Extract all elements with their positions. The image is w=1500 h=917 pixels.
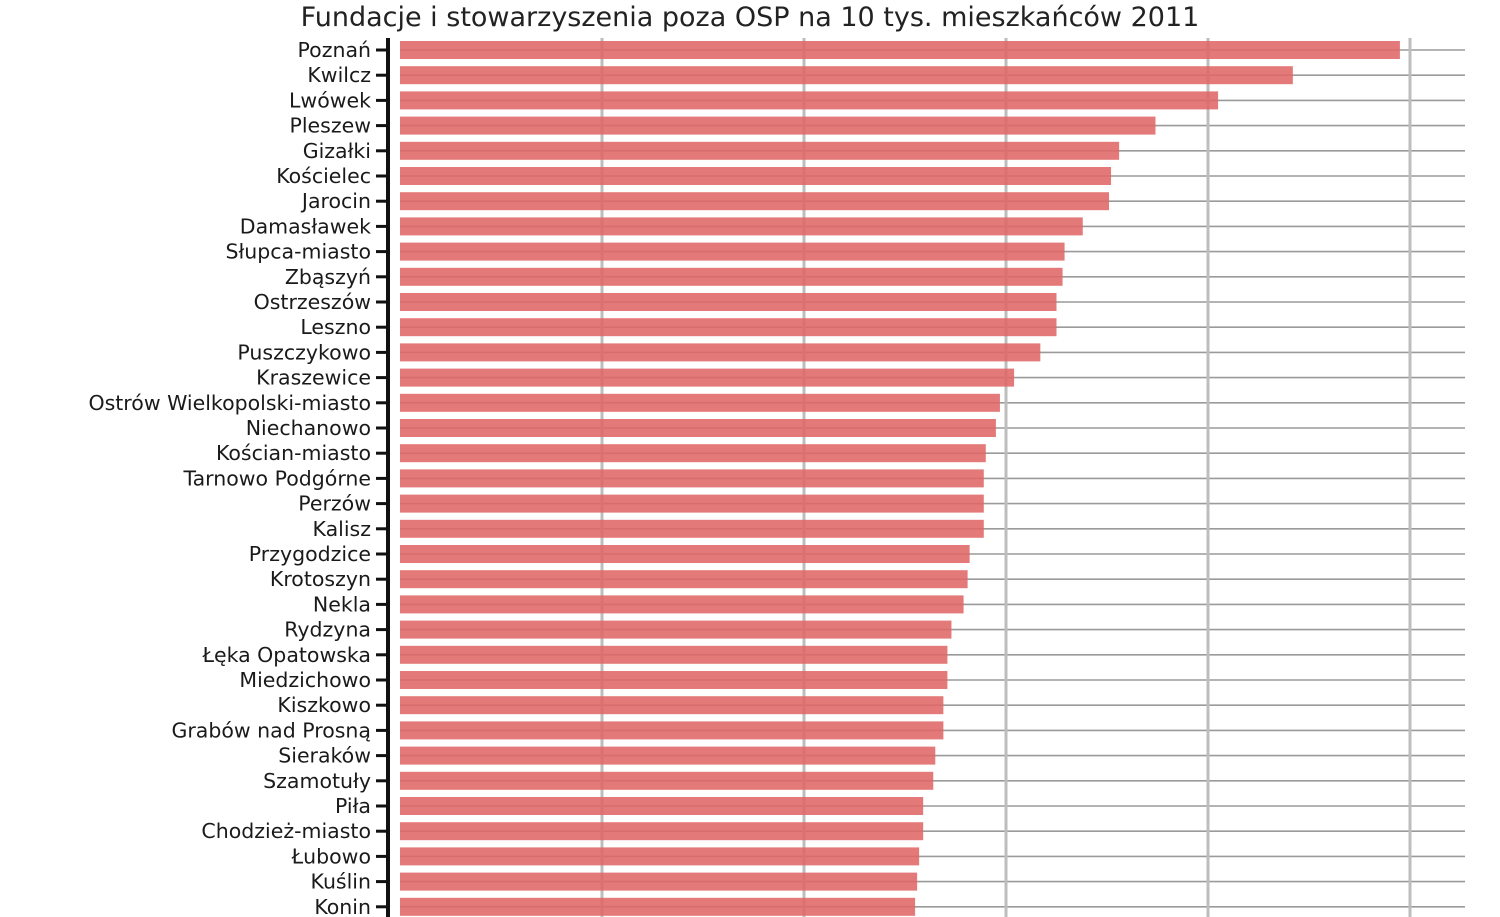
category-label: Chodzież-miasto: [201, 819, 371, 843]
category-label: Szamotuły: [263, 769, 371, 793]
bar: [400, 570, 968, 589]
category-label: Piła: [335, 794, 371, 818]
category-label: Ostrów Wielkopolski-miasto: [88, 391, 371, 415]
category-label: Konin: [314, 895, 371, 917]
bar: [400, 519, 984, 538]
category-label: Słupca-miasto: [225, 240, 371, 264]
bars: [400, 41, 1400, 916]
category-label: Pleszew: [290, 114, 372, 138]
category-label: Kiszkowo: [277, 693, 371, 717]
category-label: Ostrzeszów: [254, 290, 371, 314]
bar: [400, 897, 916, 916]
bar: [400, 696, 944, 715]
category-labels: PoznańKwilczLwówekPleszewGizałkiKościele…: [88, 38, 371, 917]
bar: [400, 494, 984, 513]
category-label: Łubowo: [291, 844, 371, 868]
category-label: Tarnowo Podgórne: [182, 466, 371, 490]
bar: [400, 620, 952, 639]
category-label: Perzów: [298, 492, 371, 516]
bar: [400, 645, 948, 664]
category-label: Rydzyna: [284, 618, 371, 642]
bar: [400, 872, 918, 891]
bar: [400, 444, 986, 463]
category-label: Leszno: [300, 315, 371, 339]
bar: [400, 141, 1120, 160]
bar: [400, 721, 944, 740]
bar: [400, 91, 1219, 110]
bar: [400, 167, 1112, 185]
category-label: Kwilcz: [307, 63, 371, 87]
category-label: Łęka Opatowska: [201, 643, 371, 667]
bar: [400, 318, 1057, 337]
bar: [400, 595, 964, 614]
category-label: Krotoszyn: [270, 567, 371, 591]
bar: [400, 242, 1065, 261]
bar: [400, 469, 984, 488]
bar: [400, 822, 924, 841]
bar: [400, 797, 924, 815]
category-label: Kraszewice: [256, 366, 371, 390]
bar: [400, 293, 1057, 311]
category-label: Gizałki: [303, 139, 371, 163]
category-label: Poznań: [298, 38, 371, 62]
category-label: Damasławek: [240, 214, 371, 238]
bar: [400, 66, 1293, 85]
bar: [400, 368, 1015, 387]
bar: [400, 545, 970, 563]
category-label: Zbąszyń: [285, 265, 371, 289]
category-label: Sieraków: [278, 744, 371, 768]
bar: [400, 41, 1400, 59]
category-label: Grabów nad Prosną: [171, 718, 371, 742]
bar: [400, 771, 934, 790]
bar: [400, 192, 1110, 211]
chart-title: Fundacje i stowarzyszenia poza OSP na 10…: [300, 2, 1200, 33]
category-label: Kuślin: [311, 870, 371, 894]
bar: [400, 746, 936, 765]
bar: [400, 343, 1041, 362]
y-axis: [376, 38, 390, 917]
bar: [400, 419, 996, 437]
category-label: Kalisz: [313, 517, 371, 541]
category-label: Kościan-miasto: [216, 441, 371, 465]
category-label: Jarocin: [300, 189, 371, 213]
category-label: Lwówek: [289, 88, 371, 112]
bar: [400, 217, 1083, 236]
category-label: Kościelec: [276, 164, 371, 188]
category-label: Niechanowo: [246, 416, 371, 440]
bar: [400, 116, 1156, 135]
bar: [400, 267, 1063, 286]
category-label: Puszczykowo: [237, 340, 371, 364]
bar: [400, 671, 948, 689]
category-label: Przygodzice: [249, 542, 371, 566]
bar: [400, 393, 1000, 412]
bar: [400, 847, 920, 866]
category-label: Nekla: [313, 592, 371, 616]
category-label: Miedzichowo: [239, 668, 371, 692]
